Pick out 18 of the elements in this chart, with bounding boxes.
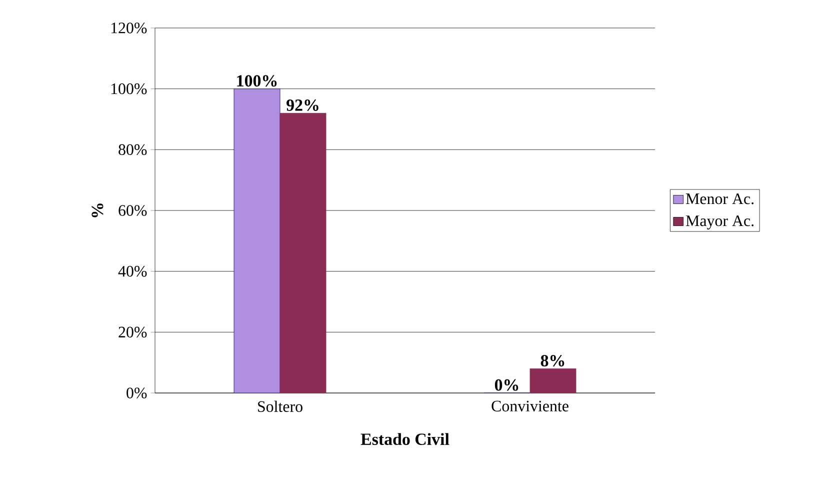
x-tick-label: Soltero: [258, 400, 302, 412]
y-axis-title: %: [92, 204, 104, 218]
data-label: 100%: [237, 75, 277, 87]
data-label: 0%: [494, 379, 518, 391]
y-tick-label: 0%: [126, 388, 147, 398]
y-tick-label: 120%: [111, 22, 147, 34]
x-tick-label: Conviviente: [492, 400, 568, 412]
y-tick-label: 80%: [118, 144, 147, 156]
y-tick-label: 40%: [118, 266, 147, 277]
bar: [234, 88, 280, 393]
y-tick-label: 20%: [118, 326, 147, 338]
legend-label: Menor Ac.: [686, 193, 754, 204]
y-tick-label: 100%: [111, 83, 147, 94]
x-axis-title: Estado Civil: [360, 433, 450, 445]
legend-label: Mayor Ac.: [686, 215, 754, 230]
data-label: 92%: [286, 99, 318, 111]
y-tick-label: 60%: [118, 205, 147, 216]
data-label: 8%: [540, 354, 564, 366]
